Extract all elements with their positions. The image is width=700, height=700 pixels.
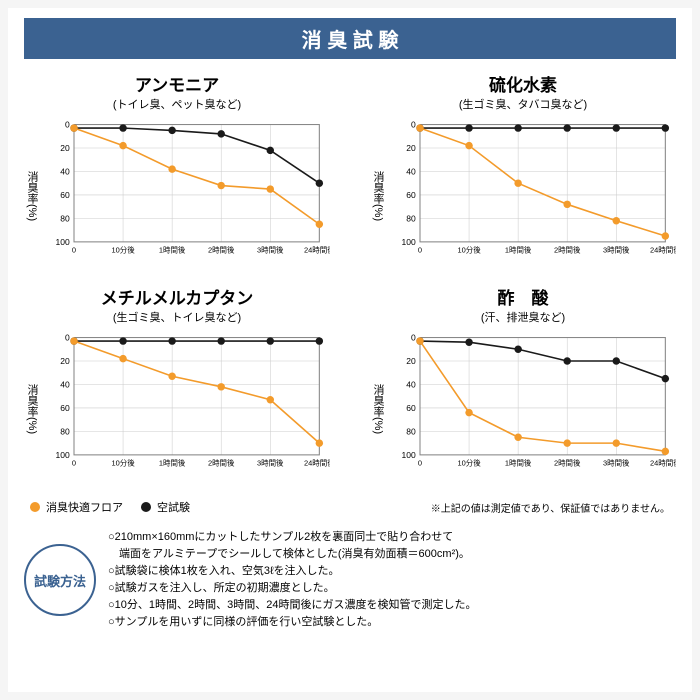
method-text: ○210mm×160mmにカットしたサンプル2枚を裏面同士で貼り合わせて 端面を… (108, 529, 476, 631)
chart-title-2: メチルメルカプタン (24, 284, 330, 309)
chart-wrap-2: 消臭率(%)020406080100010分後1時間後2時間後3時間後24時間後 (24, 329, 330, 489)
svg-text:1時間後: 1時間後 (159, 458, 186, 468)
chart-block-1: 硫化水素(生ゴミ臭、タバコ臭など)消臭率(%)020406080100010分後… (370, 71, 676, 276)
svg-text:60: 60 (406, 403, 416, 413)
chart-ylabel-1: 消臭率(%) (370, 171, 388, 221)
svg-text:100: 100 (402, 237, 416, 247)
main-title: 消 臭 試 験 (24, 18, 676, 59)
svg-text:0: 0 (65, 333, 70, 343)
legend-label-1: 消臭快適フロア (46, 499, 123, 515)
chart-block-2: メチルメルカプタン(生ゴミ臭、トイレ臭など) 消臭率(%) 0 20 40 60 80 100… (24, 284, 330, 489)
svg-text:2時間後: 2時間後 (208, 245, 235, 255)
svg-text:2時間後: 2時間後 (554, 245, 581, 255)
svg-text:0: 0 (418, 459, 422, 468)
svg-text:0: 0 (72, 459, 76, 468)
chart-block-3: 酢 酸(汗、排泄臭など)消臭率(%)020406080100010分後1時間後2… (370, 284, 676, 489)
svg-text:40: 40 (60, 380, 70, 390)
svg-text:0: 0 (72, 246, 76, 255)
method-line-3: ○試験ガスを注入し、所定の初期濃度とした。 (108, 580, 476, 597)
svg-text:10分後: 10分後 (457, 245, 481, 255)
svg-text:20: 20 (406, 143, 416, 153)
chart-title-3: 酢 酸 (370, 284, 676, 309)
svg-text:100: 100 (56, 237, 70, 247)
chart-title-0: アンモニア (24, 71, 330, 96)
chart-svg-3: 020406080100010分後1時間後2時間後3時間後24時間後 (388, 329, 676, 489)
legend-series1: 消臭快適フロア (30, 499, 123, 515)
legend-items: 消臭快適フロア 空試験 (30, 499, 190, 515)
legend-marker-2 (141, 502, 151, 512)
legend-row: 消臭快適フロア 空試験 ※上記の値は測定値であり、保証値ではありません。 (24, 499, 676, 515)
svg-text:20: 20 (60, 143, 70, 153)
svg-text:24時間後: 24時間後 (304, 245, 330, 255)
svg-text:1時間後: 1時間後 (159, 245, 186, 255)
chart-ylabel-3: 消臭率(%) (370, 384, 388, 434)
svg-text:60: 60 (406, 190, 416, 200)
svg-text:10分後: 10分後 (111, 458, 135, 468)
svg-text:100: 100 (402, 450, 416, 460)
svg-text:60: 60 (60, 403, 70, 413)
svg-text:20: 20 (406, 356, 416, 366)
svg-text:10分後: 10分後 (457, 458, 481, 468)
method-section: 試験方法 ○210mm×160mmにカットしたサンプル2枚を裏面同士で貼り合わせ… (24, 529, 676, 631)
chart-subtitle-2: (生ゴミ臭、トイレ臭など) (24, 309, 330, 325)
method-line-5: ○サンプルを用いずに同様の評価を行い空試験とした。 (108, 614, 476, 631)
chart-ylabel-0: 消臭率(%) (24, 171, 42, 221)
chart-svg-0: 020406080100010分後1時間後2時間後3時間後24時間後 (42, 116, 330, 276)
svg-text:80: 80 (60, 427, 70, 437)
svg-text:80: 80 (406, 427, 416, 437)
chart-title-1: 硫化水素 (370, 71, 676, 96)
legend-series2: 空試験 (141, 499, 190, 515)
main-container: 消 臭 試 験 アンモニア(トイレ臭、ペット臭など) 消臭率(%) 0 20 40 60 8… (8, 8, 692, 692)
svg-text:24時間後: 24時間後 (304, 458, 330, 468)
svg-text:40: 40 (406, 167, 416, 177)
svg-text:24時間後: 24時間後 (650, 458, 676, 468)
method-line-2: ○試験袋に検体1枚を入れ、空気3ℓを注入した。 (108, 563, 476, 580)
svg-text:80: 80 (60, 214, 70, 224)
chart-subtitle-0: (トイレ臭、ペット臭など) (24, 96, 330, 112)
chart-block-0: アンモニア(トイレ臭、ペット臭など)消臭率(%)020406080100010分… (24, 71, 330, 276)
svg-text:60: 60 (60, 190, 70, 200)
svg-text:0: 0 (411, 120, 416, 130)
svg-text:24時間後: 24時間後 (650, 245, 676, 255)
svg-text:40: 40 (60, 167, 70, 177)
svg-text:3時間後: 3時間後 (257, 458, 284, 468)
footnote: ※上記の値は測定値であり、保証値ではありません。 (431, 500, 670, 515)
svg-text:40: 40 (406, 380, 416, 390)
chart-wrap-1: 消臭率(%)020406080100010分後1時間後2時間後3時間後24時間後 (370, 116, 676, 276)
method-badge: 試験方法 (24, 544, 96, 616)
method-line-0: ○210mm×160mmにカットしたサンプル2枚を裏面同士で貼り合わせて (108, 529, 476, 546)
chart-svg-1: 020406080100010分後1時間後2時間後3時間後24時間後 (388, 116, 676, 276)
chart-svg-2: 020406080100010分後1時間後2時間後3時間後24時間後 (42, 329, 330, 489)
legend-label-2: 空試験 (157, 499, 190, 515)
svg-text:2時間後: 2時間後 (554, 458, 581, 468)
svg-text:2時間後: 2時間後 (208, 458, 235, 468)
svg-text:80: 80 (406, 214, 416, 224)
svg-text:10分後: 10分後 (111, 245, 135, 255)
chart-subtitle-3: (汗、排泄臭など) (370, 309, 676, 325)
method-line-4: ○10分、1時間、2時間、3時間、24時間後にガス濃度を検知管で測定した。 (108, 597, 476, 614)
method-line-1: 端面をアルミテープでシールして検体とした(消臭有効面積＝600cm²)。 (108, 546, 476, 563)
svg-text:3時間後: 3時間後 (603, 458, 630, 468)
chart-subtitle-1: (生ゴミ臭、タバコ臭など) (370, 96, 676, 112)
svg-text:0: 0 (65, 120, 70, 130)
svg-text:100: 100 (56, 450, 70, 460)
legend-marker-1 (30, 502, 40, 512)
svg-text:0: 0 (418, 246, 422, 255)
svg-text:20: 20 (60, 356, 70, 366)
chart-ylabel-2: 消臭率(%) (24, 384, 42, 434)
svg-text:3時間後: 3時間後 (257, 245, 284, 255)
svg-text:1時間後: 1時間後 (505, 245, 532, 255)
svg-text:0: 0 (411, 333, 416, 343)
chart-wrap-3: 消臭率(%)020406080100010分後1時間後2時間後3時間後24時間後 (370, 329, 676, 489)
svg-text:1時間後: 1時間後 (505, 458, 532, 468)
svg-text:3時間後: 3時間後 (603, 245, 630, 255)
charts-grid: アンモニア(トイレ臭、ペット臭など)消臭率(%)020406080100010分… (24, 71, 676, 489)
chart-wrap-0: 消臭率(%)020406080100010分後1時間後2時間後3時間後24時間後 (24, 116, 330, 276)
